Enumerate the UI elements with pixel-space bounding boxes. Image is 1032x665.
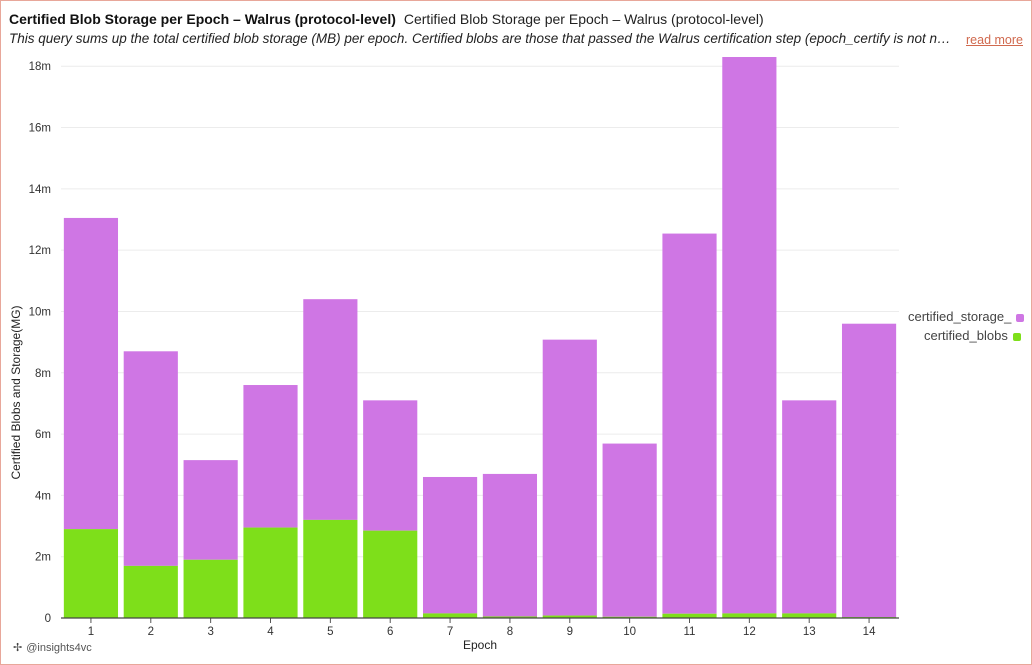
bar-certified-storage[interactable] — [602, 443, 657, 617]
footer: ✢ @insights4vc — [13, 641, 92, 654]
legend-label-blobs: certified_blobs — [924, 328, 1008, 343]
bar-certified-blobs[interactable] — [722, 613, 777, 618]
bar-certified-blobs[interactable] — [662, 613, 717, 618]
chart-title: Certified Blob Storage per Epoch – Walru… — [9, 11, 396, 27]
bar-certified-storage[interactable] — [183, 460, 238, 560]
bar-certified-storage[interactable] — [123, 351, 178, 566]
chart-legend: certified_storage_ certified_blobs — [908, 307, 1025, 345]
x-tick-label: 1 — [88, 626, 94, 638]
y-tick-label: 6m — [35, 429, 51, 441]
x-tick-label: 4 — [267, 626, 274, 638]
x-tick-label: 11 — [684, 626, 696, 638]
y-tick-label: 2m — [35, 552, 51, 564]
bar-certified-blobs[interactable] — [123, 565, 178, 618]
y-tick-label: 0 — [45, 613, 51, 625]
bar-certified-blobs[interactable] — [363, 530, 418, 618]
bar-certified-storage[interactable] — [722, 57, 777, 614]
bar-certified-blobs[interactable] — [183, 559, 238, 618]
x-tick-label: 8 — [507, 626, 513, 638]
y-tick-label: 10m — [29, 306, 51, 318]
x-axis-title: Epoch — [463, 638, 497, 652]
y-tick-label: 18m — [29, 61, 51, 73]
legend-swatch-storage — [1016, 313, 1025, 322]
x-tick-label: 2 — [148, 626, 154, 638]
y-tick-label: 16m — [29, 123, 51, 135]
bar-certified-blobs[interactable] — [63, 529, 119, 618]
title-row: Certified Blob Storage per Epoch – Walru… — [9, 10, 1023, 28]
bar-certified-storage[interactable] — [422, 476, 478, 614]
bar-certified-storage[interactable] — [363, 400, 418, 531]
x-tick-label: 9 — [567, 626, 573, 638]
bar-certified-blobs[interactable] — [303, 519, 358, 618]
bar-certified-blobs[interactable] — [782, 613, 837, 618]
legend-item-blobs[interactable]: certified_blobs — [908, 326, 1024, 345]
chart-subtitle: Certified Blob Storage per Epoch – Walru… — [403, 11, 764, 27]
bar-certified-storage[interactable] — [303, 299, 358, 520]
bar-certified-storage[interactable] — [482, 473, 538, 617]
description-row: This query sums up the total certified b… — [9, 30, 1023, 48]
legend-swatch-blobs — [1012, 332, 1021, 341]
y-axis-title: Certified Blobs and Storage(MG) — [9, 305, 23, 479]
x-tick-label: 5 — [327, 626, 333, 638]
x-tick-label: 12 — [743, 626, 756, 638]
x-tick-label: 14 — [863, 626, 876, 638]
legend-label-storage: certified_storage_ — [908, 309, 1012, 324]
bar-certified-blobs[interactable] — [602, 616, 657, 618]
bar-certified-blobs[interactable] — [482, 616, 538, 618]
bar-certified-storage[interactable] — [662, 233, 717, 614]
footer-handle[interactable]: @insights4vc — [26, 642, 92, 654]
bar-certified-storage[interactable] — [63, 217, 119, 530]
read-more-link[interactable]: read more — [966, 33, 1023, 47]
y-tick-label: 4m — [35, 490, 51, 502]
bar-certified-storage[interactable] — [542, 339, 597, 616]
bar-certified-blobs[interactable] — [422, 613, 478, 618]
x-tick-label: 3 — [207, 626, 213, 638]
sparkle-icon: ✢ — [13, 642, 23, 654]
y-tick-label: 12m — [29, 245, 51, 257]
y-tick-label: 8m — [35, 368, 51, 380]
bar-certified-storage[interactable] — [243, 385, 298, 528]
y-tick-label: 14m — [29, 184, 51, 196]
bar-certified-storage[interactable] — [841, 323, 897, 618]
bar-certified-storage[interactable] — [782, 400, 837, 614]
x-tick-label: 7 — [447, 626, 453, 638]
x-tick-label: 6 — [387, 626, 393, 638]
x-tick-label: 13 — [803, 626, 816, 638]
bar-certified-blobs[interactable] — [243, 527, 298, 618]
x-tick-label: 10 — [623, 626, 636, 638]
legend-item-storage[interactable]: certified_storage_ — [908, 307, 1025, 326]
bar-certified-blobs[interactable] — [542, 615, 597, 618]
chart-header: Certified Blob Storage per Epoch – Walru… — [9, 10, 1023, 47]
